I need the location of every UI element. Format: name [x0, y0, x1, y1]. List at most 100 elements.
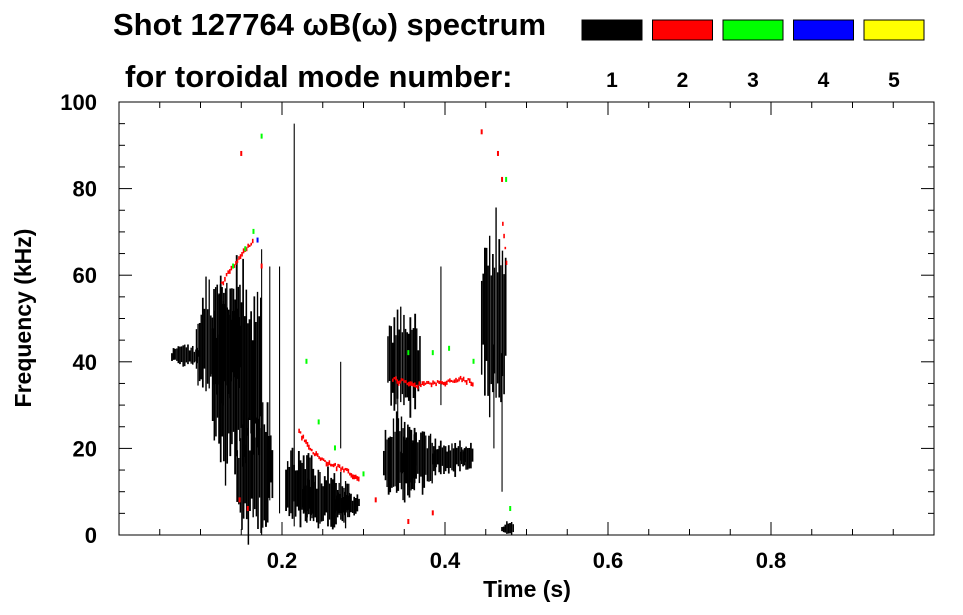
x-tick-label: 0.8 [756, 548, 787, 573]
mode-point [260, 263, 263, 269]
mode-point [399, 380, 401, 384]
y-tick-label: 0 [85, 523, 97, 548]
mode-point [343, 468, 345, 473]
legend: 1 2 3 4 5 [581, 19, 925, 92]
mode-point [340, 467, 342, 472]
spectral-blob [387, 306, 421, 418]
mode-point [305, 358, 308, 364]
mode-point [319, 457, 322, 461]
mode-point [502, 221, 504, 226]
spectral-blob [431, 440, 466, 477]
series-n=4 [256, 237, 259, 243]
x-tick-label: 0.6 [593, 548, 624, 573]
spectrum-marks [171, 123, 514, 545]
mode-point [337, 463, 339, 468]
mode-point [471, 382, 474, 387]
mode-point [441, 381, 444, 385]
mode-point [334, 462, 336, 466]
mode-point [246, 506, 249, 512]
x-axis-label: Time (s) [483, 576, 571, 602]
mode-point [407, 350, 410, 356]
mode-point [435, 382, 437, 387]
mode-point [450, 379, 453, 383]
mode-point [238, 256, 240, 260]
mode-point [222, 281, 225, 286]
mode-point [225, 272, 228, 277]
mode-point [251, 238, 254, 244]
series-n=1 [171, 123, 514, 545]
mode-point [424, 382, 427, 385]
mode-point [394, 376, 397, 381]
mode-point [452, 380, 454, 383]
chart-title-line2: for toroidal mode number: [125, 59, 513, 94]
mode-point [220, 281, 223, 284]
mode-point [235, 261, 237, 265]
mode-point [321, 457, 323, 461]
mode-point [465, 380, 468, 385]
legend-label-2: 2 [677, 69, 689, 92]
chart-title-line1: Shot 127764 ωB(ω) spectrum [113, 7, 546, 42]
x-tick-label: 0.2 [267, 548, 298, 573]
y-tick-label: 20 [73, 436, 97, 461]
series-n=3 [232, 133, 512, 512]
mode-point [311, 448, 313, 452]
mode-point [242, 248, 245, 254]
mode-point [430, 382, 433, 388]
mode-point [423, 381, 425, 386]
legend-label-3: 3 [747, 69, 759, 92]
spectral-blob [171, 344, 201, 367]
y-axis-label: Frequency (kHz) [10, 229, 36, 408]
mode-point [420, 383, 422, 388]
mode-point [461, 378, 463, 383]
mode-point [432, 380, 434, 385]
mode-point [416, 384, 419, 390]
mode-point [406, 382, 409, 386]
mode-point [250, 242, 253, 246]
spectral-blob [460, 442, 474, 470]
mode-trail [502, 221, 508, 266]
mode-point [301, 435, 303, 441]
mode-point [233, 264, 236, 268]
mode-point [247, 243, 249, 248]
mode-point [421, 381, 424, 386]
mode-point [448, 345, 451, 351]
mode-point [431, 350, 434, 356]
spectral-blob [334, 491, 360, 518]
mode-point [374, 497, 377, 503]
mode-point [354, 474, 357, 479]
mode-point [504, 246, 507, 250]
mode-point [438, 380, 440, 385]
mode-point [227, 270, 229, 274]
mode-point [446, 380, 448, 385]
mode-point [240, 150, 243, 156]
mode-point [241, 251, 243, 257]
mode-point [462, 376, 465, 381]
mode-point [224, 276, 226, 282]
mode-point [344, 467, 347, 471]
mode-point [325, 461, 328, 467]
mode-point [501, 176, 504, 182]
mode-point [402, 378, 404, 381]
mode-point [456, 379, 459, 383]
mode-point [409, 381, 412, 386]
legend-label-1: 1 [606, 69, 618, 92]
y-tick-label: 40 [73, 350, 97, 375]
mode-point [350, 473, 353, 478]
mode-point [447, 379, 450, 382]
mode-point [322, 458, 325, 461]
y-tick-label: 100 [60, 90, 97, 115]
mode-point [299, 431, 302, 434]
mode-point [405, 380, 407, 384]
mode-point [260, 133, 263, 139]
mode-point [303, 439, 306, 443]
legend-label-5: 5 [888, 69, 900, 92]
mode-point [426, 380, 428, 385]
mode-point [427, 380, 430, 385]
mode-point [503, 233, 505, 239]
mode-point [407, 519, 410, 525]
mode-point [317, 419, 320, 425]
mode-point [453, 379, 456, 383]
mode-point [442, 381, 445, 386]
mode-point [315, 451, 318, 456]
